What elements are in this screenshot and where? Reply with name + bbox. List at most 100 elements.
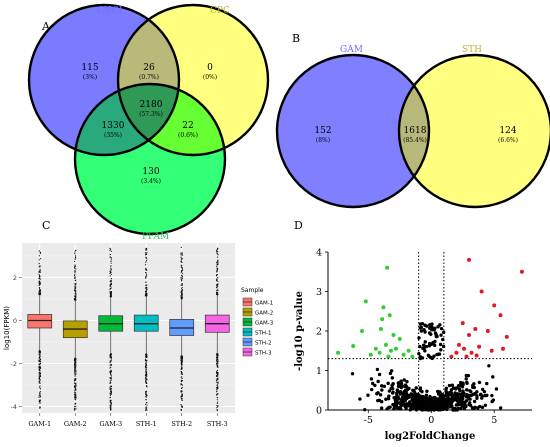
outlier-point [217, 280, 219, 283]
point-ns [456, 383, 461, 388]
outlier-point [109, 380, 111, 382]
outlier-point [75, 297, 77, 299]
outlier-point [180, 382, 182, 385]
outlier-point [110, 388, 113, 390]
outlier-point [181, 288, 183, 290]
outlier-point [217, 406, 219, 408]
outlier-point [74, 286, 76, 288]
box-GAM-1 [27, 314, 53, 329]
outlier-point [39, 289, 41, 291]
point-ns [411, 394, 415, 398]
point-ns [436, 325, 440, 329]
point-ns [387, 394, 391, 398]
outlier-point [110, 281, 112, 283]
outlier-point [38, 380, 40, 383]
outlier-point [181, 286, 183, 289]
outlier-point [39, 278, 41, 280]
outlier-point [181, 276, 184, 278]
outlier-point [180, 384, 182, 386]
point-ns [468, 397, 472, 401]
outlier-point [74, 265, 77, 267]
point-ns [422, 328, 426, 332]
outlier-point [181, 358, 183, 360]
outlier-point [74, 293, 76, 295]
outlier-point [216, 393, 218, 396]
outlier-point [74, 358, 76, 360]
outlier-point [180, 358, 182, 360]
point-down [391, 332, 396, 337]
outlier-point [75, 290, 77, 292]
outlier-point [109, 388, 111, 390]
outlier-point [39, 270, 41, 272]
outlier-point [145, 375, 147, 377]
point-ns [425, 389, 429, 393]
outlier-point [180, 362, 182, 365]
outlier-point [38, 292, 40, 294]
outlier-point [39, 382, 41, 384]
outlier-point [181, 397, 183, 400]
outlier-point [109, 405, 112, 407]
outlier-point [38, 351, 41, 353]
point-up [477, 344, 482, 349]
outlier-point [145, 396, 147, 398]
outlier-point [39, 281, 41, 283]
point-ns [416, 397, 421, 401]
outlier-point [38, 376, 40, 378]
outliers-GAM-1 [38, 250, 42, 409]
outlier-point [216, 279, 218, 282]
point-ns [377, 372, 382, 377]
point-ns [366, 393, 370, 397]
outlier-point [74, 257, 77, 259]
point-ns [400, 398, 404, 402]
point-ns [445, 407, 449, 412]
outlier-point [217, 262, 219, 264]
point-ns [394, 397, 398, 402]
point-ns [470, 406, 475, 410]
y-axis-label: -log10 p-value [294, 291, 305, 371]
point-up [464, 354, 469, 359]
legend-item-GAM-2: GAM-2 [242, 307, 273, 317]
legend-label: GAM-1 [255, 301, 273, 307]
outlier-point [146, 402, 148, 404]
outlier-point [180, 254, 182, 256]
point-ns [421, 395, 425, 399]
outlier-point [39, 354, 41, 356]
outlier-point [215, 262, 218, 264]
outlier-point [39, 402, 41, 404]
outlier-point [110, 360, 112, 362]
outlier-point [38, 366, 40, 368]
outlier-point [110, 278, 113, 280]
point-ns [369, 387, 374, 392]
outlier-point [181, 268, 184, 270]
outlier-point [180, 387, 183, 389]
legend-label: STH-2 [255, 341, 271, 347]
outlier-point [75, 384, 77, 386]
outlier-point [217, 362, 219, 364]
point-ns [494, 387, 499, 391]
point-down [360, 329, 364, 333]
outlier-point [145, 376, 147, 378]
outlier-point [216, 401, 219, 403]
outlier-point [145, 407, 147, 409]
outlier-point [38, 352, 41, 354]
outlier-point [39, 388, 41, 390]
outlier-point [109, 291, 111, 293]
point-ns [419, 329, 424, 333]
y-tick-label: -2 [11, 360, 17, 368]
point-ns [376, 379, 380, 384]
outlier-point [73, 406, 76, 408]
outlier-point [144, 254, 147, 256]
venn-b-fill-gam [277, 55, 429, 207]
outlier-point [110, 372, 112, 374]
outlier-point [215, 293, 218, 296]
outlier-point [39, 406, 41, 408]
outlier-point [39, 396, 41, 398]
outlier-point [75, 371, 77, 373]
outlier-point [74, 371, 76, 374]
outlier-point [39, 252, 41, 254]
point-down [394, 346, 398, 351]
point-ns [475, 390, 479, 394]
outlier-point [180, 368, 183, 370]
outlier-point [216, 267, 218, 269]
